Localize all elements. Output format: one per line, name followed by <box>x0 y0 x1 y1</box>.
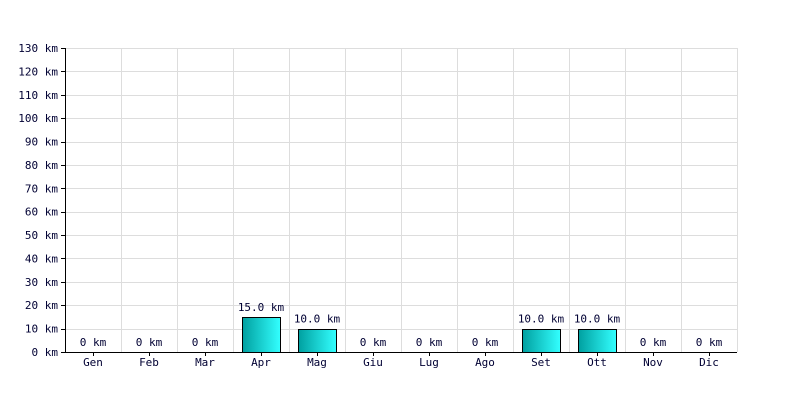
y-tick-label: 20 km <box>25 299 58 312</box>
y-tick-label: 80 km <box>25 159 58 172</box>
x-tick-label: Ago <box>475 356 495 369</box>
x-tick-label: Lug <box>419 356 439 369</box>
data-label: 0 km <box>472 336 499 349</box>
y-tick-label: 120 km <box>18 65 58 78</box>
x-tick-label: Mar <box>195 356 215 369</box>
y-tick-label: 60 km <box>25 206 58 219</box>
data-label: 0 km <box>192 336 219 349</box>
x-tick-label: Dic <box>699 356 719 369</box>
data-label: 0 km <box>416 336 443 349</box>
x-tick-label: Apr <box>251 356 271 369</box>
data-label: 10.0 km <box>294 313 341 326</box>
data-label: 15.0 km <box>238 301 285 314</box>
y-tick-label: 70 km <box>25 182 58 195</box>
y-tick-label: 130 km <box>18 42 58 55</box>
x-tick-label: Feb <box>139 356 159 369</box>
bar-ott <box>578 329 617 353</box>
grid <box>65 48 738 353</box>
y-tick-label: 110 km <box>18 89 58 102</box>
x-tick-labels: Gen Feb Mar Apr Mag Giu Lug Ago Set Ott Nov Dic <box>83 356 719 369</box>
data-label: 0 km <box>640 336 667 349</box>
data-label: 10.0 km <box>518 313 565 326</box>
data-label: 0 km <box>136 336 163 349</box>
axes <box>61 48 737 356</box>
x-tick-label: Giu <box>363 356 383 369</box>
data-labels: 0 km 0 km 0 km 15.0 km 10.0 km 0 km 0 km 0 km 10… <box>80 301 723 349</box>
data-label: 0 km <box>360 336 387 349</box>
x-tick-label: Ott <box>587 356 607 369</box>
y-tick-label: 100 km <box>18 112 58 125</box>
bar-mag <box>298 329 337 353</box>
x-tick-label: Nov <box>643 356 663 369</box>
x-tick-label: Mag <box>307 356 327 369</box>
data-label: 10.0 km <box>574 313 621 326</box>
y-tick-label: 50 km <box>25 229 58 242</box>
data-label: 0 km <box>80 336 107 349</box>
y-tick-label: 10 km <box>25 323 58 336</box>
bar-apr <box>242 317 281 353</box>
bars <box>242 317 617 353</box>
bar-set <box>522 329 561 353</box>
y-tick-label: 30 km <box>25 276 58 289</box>
x-tick-label: Set <box>531 356 551 369</box>
y-tick-label: 40 km <box>25 252 58 265</box>
data-label: 0 km <box>696 336 723 349</box>
y-tick-label: 0 km <box>32 346 59 359</box>
y-tick-labels: 0 km 10 km 20 km 30 km 40 km 50 km 60 km 70 km 8… <box>18 42 58 359</box>
y-tick-label: 90 km <box>25 136 58 149</box>
x-tick-label: Gen <box>83 356 103 369</box>
